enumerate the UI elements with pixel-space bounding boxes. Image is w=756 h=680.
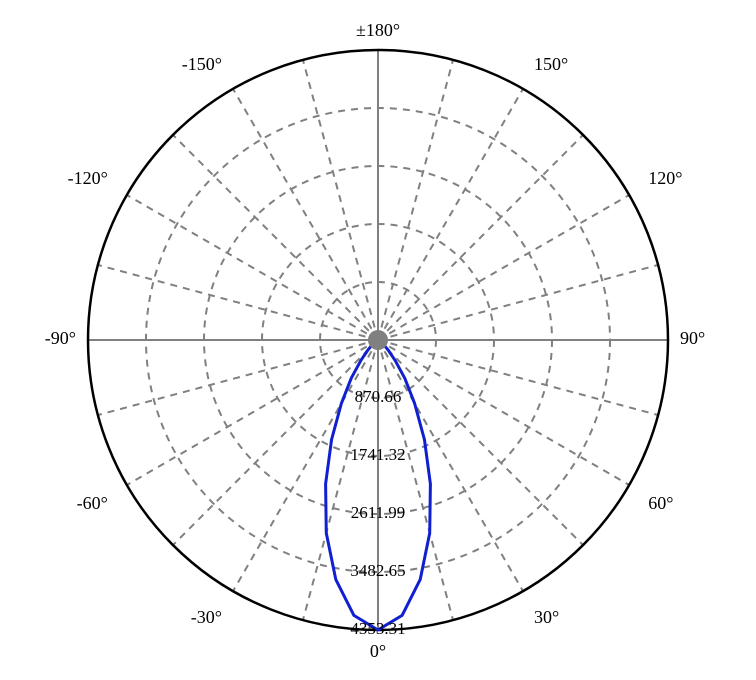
radial-label: 2611.99 (351, 503, 406, 522)
spoke (378, 60, 453, 340)
angle-label: 0° (370, 641, 386, 661)
angle-label: 60° (648, 493, 673, 513)
radial-label: 4353.31 (350, 619, 405, 638)
angle-label: 30° (534, 607, 559, 627)
polar-chart: 870.66 1741.32 2611.99 3482.65 4353.31 0° 30° 6… (0, 0, 756, 680)
spoke (378, 265, 658, 340)
angle-label: ±180° (356, 20, 400, 40)
angle-label: -60° (77, 493, 108, 513)
spoke (378, 135, 583, 340)
spoke (378, 195, 629, 340)
radial-label: 3482.65 (350, 561, 405, 580)
center-dot (368, 330, 388, 350)
spoke (378, 340, 658, 415)
angle-label: -90° (45, 328, 76, 348)
radial-label: 1741.32 (350, 445, 405, 464)
angle-label: -30° (191, 607, 222, 627)
angle-label: 150° (534, 54, 568, 74)
angle-label: -150° (182, 54, 222, 74)
angle-label: -120° (68, 168, 108, 188)
angle-label: 90° (680, 328, 705, 348)
radial-label: 870.66 (355, 387, 402, 406)
angle-label: 120° (648, 168, 682, 188)
spoke (233, 89, 378, 340)
spoke (378, 89, 523, 340)
spoke (233, 340, 378, 591)
spoke (98, 340, 378, 415)
spoke (303, 60, 378, 340)
spoke (378, 340, 583, 545)
spoke (378, 340, 523, 591)
spoke (98, 265, 378, 340)
spoke (127, 195, 378, 340)
spoke (173, 135, 378, 340)
spoke (173, 340, 378, 545)
